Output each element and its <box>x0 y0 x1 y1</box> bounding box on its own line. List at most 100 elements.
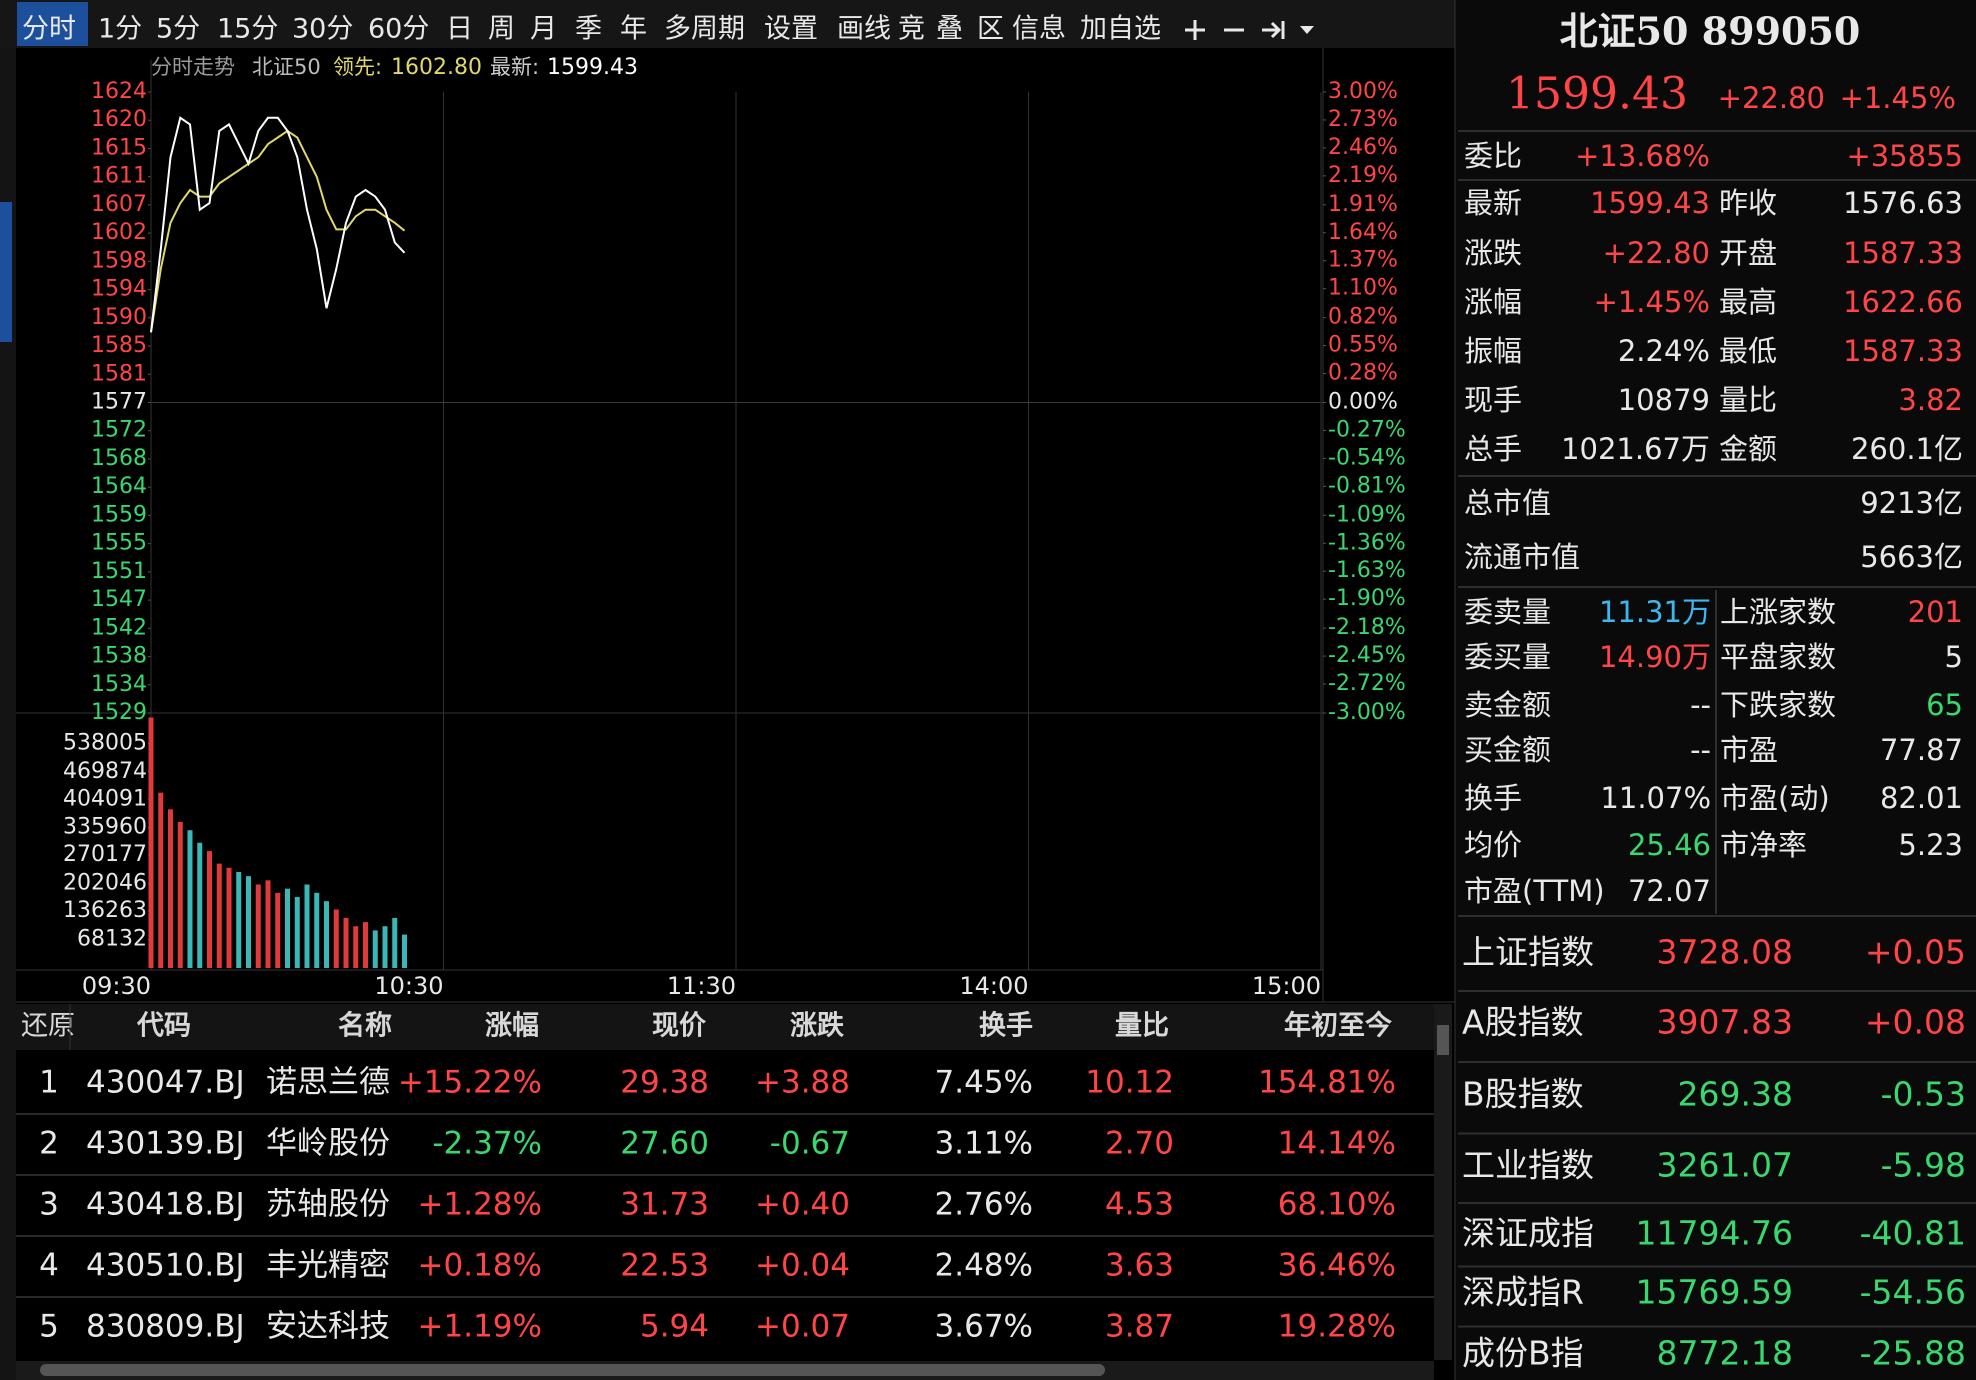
table-header[interactable]: 年初至今 <box>1284 1010 1392 1042</box>
table-cell[interactable]: 3 <box>39 1187 59 1223</box>
table-cell[interactable]: 丰光精密 <box>266 1248 390 1284</box>
price-line <box>150 116 406 333</box>
toolbar-item[interactable]: 画线 <box>837 14 891 45</box>
table-cell[interactable]: 430510.BJ <box>86 1248 245 1284</box>
table-cell[interactable]: 2 <box>39 1126 59 1162</box>
toolbar-item[interactable]: 30分 <box>292 14 353 45</box>
index-name[interactable]: 工业指数 <box>1462 1146 1594 1185</box>
field-label: 量比 <box>1719 383 1777 417</box>
icon-end[interactable] <box>1270 21 1282 39</box>
table-cell[interactable]: 3.63 <box>1105 1248 1174 1284</box>
volume-bar <box>236 871 242 968</box>
table-cell[interactable]: 2.76% <box>935 1187 1033 1223</box>
index-name[interactable]: 上证指数 <box>1462 933 1594 972</box>
v-scrollbar-thumb[interactable] <box>1437 1025 1449 1055</box>
table-cell[interactable]: 3.11% <box>935 1126 1033 1162</box>
table-header[interactable]: 现价 <box>652 1011 707 1042</box>
toolbar-item[interactable]: 叠 <box>936 14 963 45</box>
table-cell[interactable]: -0.67 <box>770 1126 850 1162</box>
table-header[interactable]: 量比 <box>1115 1011 1169 1042</box>
table-cell[interactable]: 29.38 <box>620 1065 709 1101</box>
y-tick-label: 1538 <box>91 644 147 669</box>
table-cell[interactable]: 苏轴股份 <box>266 1187 390 1223</box>
toolbar-item[interactable]: 信息 <box>1012 14 1066 45</box>
table-cell[interactable]: 4.53 <box>1105 1187 1174 1223</box>
field-value: 14.90万 <box>1599 640 1711 674</box>
table-cell[interactable]: 4 <box>39 1248 59 1284</box>
table-cell[interactable]: 7.45% <box>935 1065 1033 1101</box>
y-tick-label: 1542 <box>91 615 147 640</box>
table-cell[interactable]: 22.53 <box>620 1248 709 1284</box>
table-cell[interactable]: 3.87 <box>1105 1309 1174 1345</box>
index-name[interactable]: A股指数 <box>1462 1003 1584 1042</box>
table-cell[interactable]: +3.88 <box>755 1065 850 1101</box>
table-cell[interactable]: 诺思兰德 <box>266 1065 390 1101</box>
h-scrollbar-thumb[interactable] <box>40 1364 1105 1376</box>
index-name[interactable]: B股指数 <box>1462 1075 1584 1114</box>
toolbar-item[interactable]: 周 <box>488 14 515 45</box>
table-cell[interactable]: 36.46% <box>1278 1248 1396 1284</box>
table-cell[interactable]: 2.48% <box>935 1248 1033 1284</box>
toolbar-icons[interactable] <box>1185 20 1285 40</box>
table-cell[interactable]: 1 <box>39 1065 59 1101</box>
toolbar-item[interactable]: 15分 <box>217 14 278 45</box>
table-cell[interactable]: 430139.BJ <box>86 1126 245 1162</box>
table-header[interactable]: 代码 <box>136 1011 191 1042</box>
toolbar-item[interactable]: 区 <box>977 14 1004 45</box>
toolbar-item[interactable]: 加自选 <box>1080 14 1161 45</box>
table-cell[interactable]: 华岭股份 <box>266 1126 390 1162</box>
toolbar-item[interactable]: 1分 <box>98 14 142 45</box>
table-cell[interactable]: +15.22% <box>398 1065 542 1101</box>
field-value: +1.45% <box>1594 285 1710 319</box>
toolbar-item[interactable]: 设置 <box>764 14 818 45</box>
toolbar-item[interactable]: 竞 <box>898 14 925 45</box>
volume-tick-label: 538005 <box>63 730 147 755</box>
toolbar-item[interactable]: 月 <box>530 14 557 45</box>
table-cell[interactable]: 68.10% <box>1278 1187 1396 1223</box>
table-cell[interactable]: +0.07 <box>755 1309 850 1345</box>
table-header[interactable]: 换手 <box>979 1011 1033 1042</box>
table-header[interactable]: 名称 <box>338 1010 392 1042</box>
index-name[interactable]: 深成指R <box>1462 1273 1584 1312</box>
table-cell[interactable]: 5 <box>39 1309 59 1345</box>
table-cell[interactable]: 31.73 <box>620 1187 709 1223</box>
index-name[interactable]: 深证成指 <box>1462 1214 1594 1253</box>
table-cell[interactable]: +0.18% <box>418 1248 542 1284</box>
table-cell[interactable]: 830809.BJ <box>86 1309 245 1345</box>
field-label: 现手 <box>1464 383 1522 417</box>
table-cell[interactable]: 5.94 <box>640 1309 709 1345</box>
volume-bar <box>226 867 232 968</box>
table-cell[interactable]: 安达科技 <box>266 1309 390 1345</box>
volume-bar <box>265 880 271 968</box>
table-cell[interactable]: 430418.BJ <box>86 1187 245 1223</box>
toolbar-item[interactable]: 年 <box>620 14 647 45</box>
toolbar-item[interactable]: 60分 <box>368 14 429 45</box>
table-header[interactable]: 涨跌 <box>790 1011 844 1042</box>
toolbar-item[interactable]: 5分 <box>156 14 200 45</box>
table-cell[interactable]: 154.81% <box>1258 1065 1396 1101</box>
table-cell[interactable]: +0.04 <box>755 1248 850 1284</box>
table-cell[interactable]: 10.12 <box>1085 1065 1174 1101</box>
toolbar-item[interactable]: 分时 <box>22 14 76 45</box>
table-cell[interactable]: +0.40 <box>755 1187 850 1223</box>
table-cell[interactable]: 3.67% <box>935 1309 1033 1345</box>
table-cell[interactable]: 2.70 <box>1105 1126 1174 1162</box>
volume-bar <box>197 842 203 968</box>
table-cell[interactable]: +1.19% <box>418 1309 542 1345</box>
y2-tick-label: -2.45% <box>1328 643 1406 668</box>
v-scrollbar[interactable] <box>1434 1004 1452 1360</box>
table-cell[interactable]: -2.37% <box>432 1126 542 1162</box>
icon-dropdown[interactable] <box>1300 26 1314 34</box>
side-tab-active[interactable] <box>0 202 12 342</box>
index-name[interactable]: 成份B指 <box>1462 1334 1584 1373</box>
toolbar-item[interactable]: 季 <box>575 14 602 45</box>
toolbar-item[interactable]: 日 <box>446 14 473 45</box>
table-header[interactable]: 涨幅 <box>485 1011 539 1042</box>
table-header[interactable]: 还原 <box>21 1011 75 1042</box>
table-cell[interactable]: 430047.BJ <box>86 1065 245 1101</box>
table-cell[interactable]: 19.28% <box>1278 1309 1396 1345</box>
toolbar-item[interactable]: 多周期 <box>664 14 745 45</box>
table-cell[interactable]: 27.60 <box>620 1126 709 1162</box>
table-cell[interactable]: 14.14% <box>1278 1126 1396 1162</box>
table-cell[interactable]: +1.28% <box>418 1187 542 1223</box>
